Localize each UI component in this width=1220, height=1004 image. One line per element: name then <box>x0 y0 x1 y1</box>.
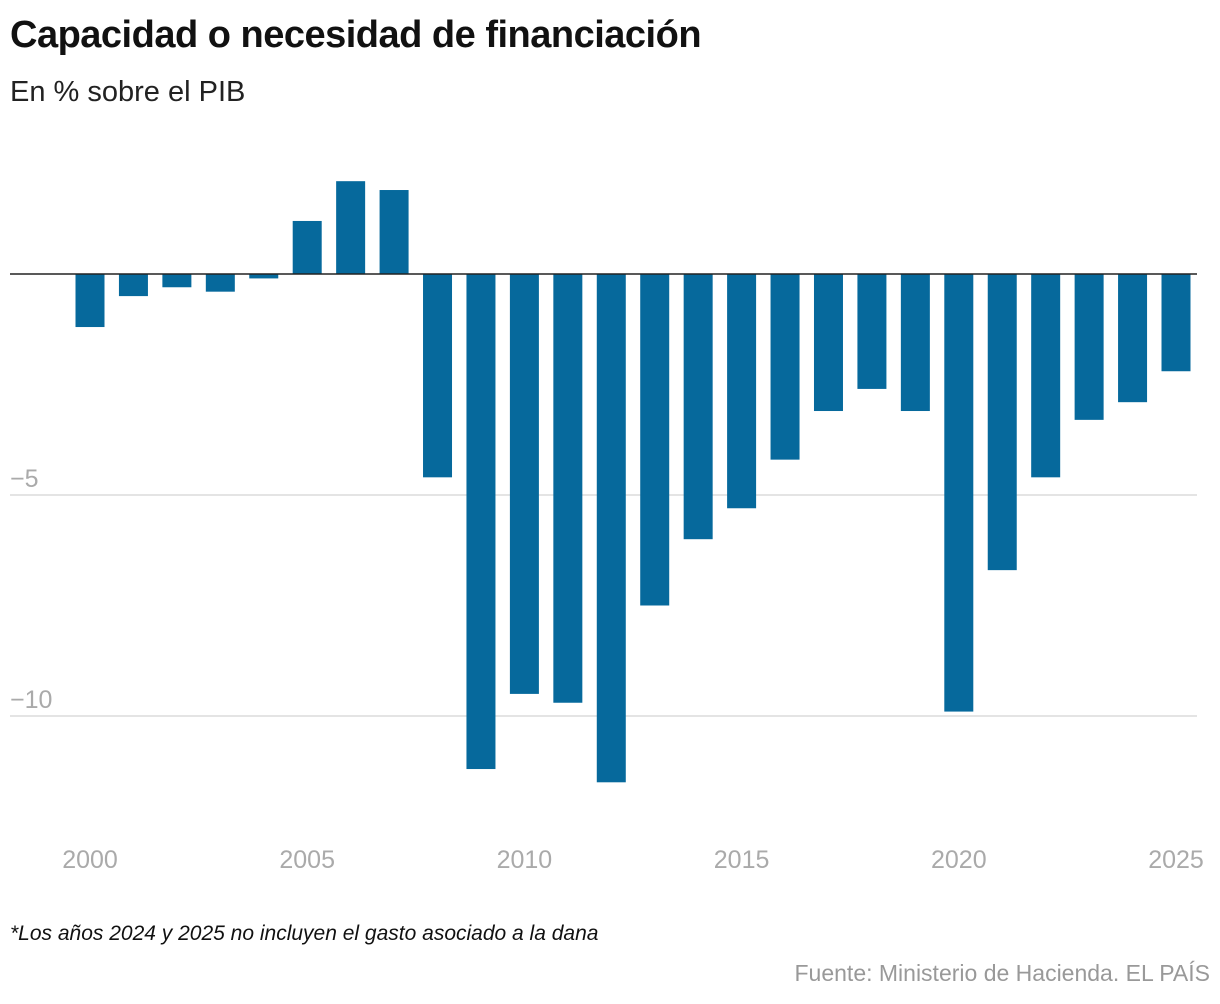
bar-2001 <box>118 274 148 297</box>
x-tick-label: 2010 <box>497 846 553 874</box>
source-credit: Fuente: Ministerio de Hacienda. EL PAÍS <box>794 960 1211 986</box>
x-tick-label: 2020 <box>931 846 987 874</box>
bar-2022 <box>1031 274 1061 478</box>
x-tick-label: 2000 <box>62 846 118 874</box>
bar-2012 <box>596 274 626 783</box>
bar-2014 <box>683 274 713 540</box>
x-tick-label: 2005 <box>279 846 335 874</box>
bar-2009 <box>466 274 496 770</box>
bar-2020 <box>944 274 974 712</box>
bar-2024 <box>1118 274 1148 403</box>
bar-2017 <box>813 274 843 412</box>
bar-2006 <box>336 181 366 274</box>
x-tick-label: 2025 <box>1148 846 1204 874</box>
footnote: *Los años 2024 y 2025 no incluyen el gas… <box>10 922 599 945</box>
y-tick-label: −10 <box>10 686 52 714</box>
bar-2021 <box>987 274 1017 571</box>
bar-2023 <box>1074 274 1104 420</box>
bar-2013 <box>640 274 670 606</box>
bar-2008 <box>423 274 453 478</box>
x-tick-label: 2015 <box>714 846 770 874</box>
bar-2015 <box>727 274 757 509</box>
bar-2018 <box>857 274 887 389</box>
bar-2000 <box>75 274 105 328</box>
bar-2002 <box>162 274 192 288</box>
bar-2005 <box>292 220 322 274</box>
bar-chart: −5 −10 2000 2005 2010 2015 2020 2025 <box>10 181 1204 874</box>
bar-2003 <box>205 274 235 292</box>
bar-2011 <box>553 274 583 703</box>
bar-2025 <box>1161 274 1191 372</box>
y-tick-label: −5 <box>10 465 39 493</box>
chart-subtitle: En % sobre el PIB <box>10 76 246 108</box>
bar-2010 <box>509 274 539 694</box>
bar-2004 <box>249 274 279 279</box>
bar-2016 <box>770 274 800 460</box>
bar-2007 <box>379 190 409 274</box>
chart-title: Capacidad o necesidad de financiación <box>10 14 702 56</box>
bar-2019 <box>900 274 930 412</box>
